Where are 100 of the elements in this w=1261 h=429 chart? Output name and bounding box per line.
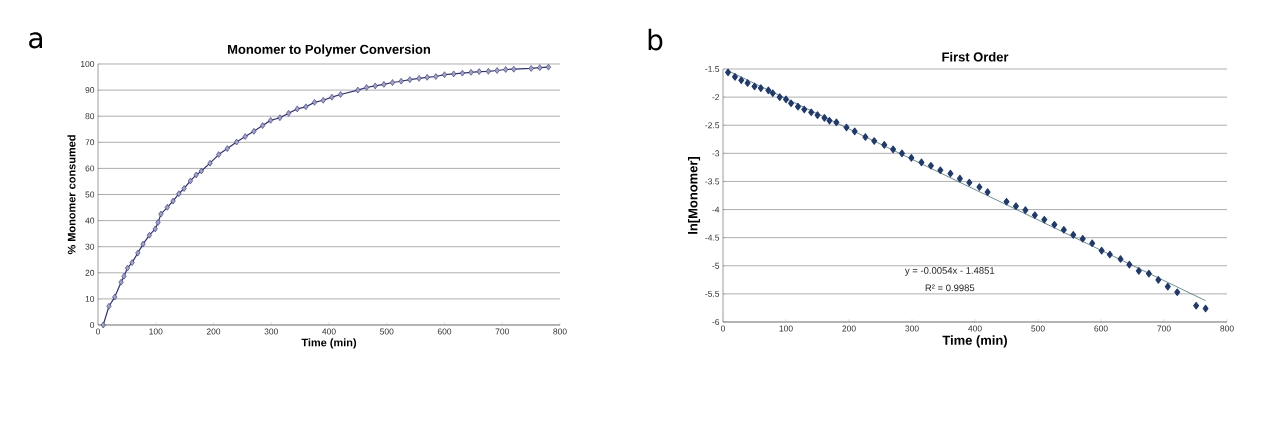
x-tick-label: 400	[322, 328, 336, 335]
point	[170, 197, 176, 205]
point	[1193, 301, 1200, 310]
point	[545, 63, 551, 71]
point	[851, 127, 858, 136]
point	[947, 169, 954, 178]
point	[843, 123, 850, 132]
y-tick-label: 30	[85, 243, 95, 250]
point	[381, 81, 387, 88]
point	[158, 210, 164, 218]
point	[1012, 202, 1019, 210]
point	[1126, 260, 1133, 269]
point	[1155, 276, 1162, 284]
point	[112, 293, 118, 301]
point	[927, 161, 934, 170]
point	[251, 128, 257, 135]
point	[776, 93, 783, 101]
point	[537, 64, 543, 71]
point	[956, 174, 963, 183]
y-tick-label: 10	[85, 295, 95, 302]
point	[738, 76, 745, 85]
point	[320, 96, 326, 104]
annotation: R² = 0.9985	[925, 284, 975, 292]
point	[424, 74, 430, 81]
point	[294, 105, 300, 113]
point	[890, 145, 897, 154]
point	[135, 249, 141, 257]
y-tick-label: -4.5	[705, 234, 720, 241]
y-tick-label: 80	[85, 113, 95, 120]
x-tick-label: 600	[1094, 325, 1108, 332]
point	[485, 68, 491, 75]
point	[937, 166, 944, 174]
point	[1174, 288, 1181, 296]
point	[1135, 267, 1142, 275]
y-tick-label: 100	[80, 61, 95, 67]
x-tick-label: 100	[779, 325, 793, 332]
point	[164, 204, 170, 211]
chart-title: Monomer to Polymer Conversion	[228, 44, 431, 57]
point	[1031, 211, 1038, 219]
point	[1041, 215, 1048, 224]
y-tick-label: -5	[712, 262, 720, 269]
point	[731, 73, 738, 81]
point	[242, 133, 248, 140]
point	[187, 177, 193, 185]
point	[372, 82, 378, 90]
point	[260, 122, 266, 129]
x-tick-label: 700	[495, 328, 509, 335]
text: b	[648, 28, 663, 51]
point	[268, 117, 274, 124]
point	[441, 71, 448, 78]
x-tick-label: 500	[380, 328, 394, 335]
point	[1070, 231, 1077, 239]
y-tick-label: 50	[85, 191, 95, 198]
point	[389, 79, 396, 86]
x-tick-label: 0	[95, 328, 101, 335]
point	[881, 141, 888, 149]
annotation: y = -0.0054x - 1.4851	[904, 267, 995, 276]
point	[129, 259, 135, 266]
x-tick-label: 700	[1157, 325, 1171, 332]
x-tick-label: 800	[1220, 325, 1234, 332]
point	[1051, 220, 1058, 229]
point	[198, 167, 204, 175]
point	[277, 114, 283, 122]
point	[757, 84, 764, 92]
y-axis-title: ln[Monomer]	[687, 157, 701, 234]
point	[338, 91, 344, 98]
y-tick-label: -1.5	[705, 66, 720, 72]
point	[984, 188, 991, 196]
x-axis-title: Time (min)	[942, 335, 1007, 348]
point	[118, 278, 124, 286]
point	[769, 89, 776, 97]
y-tick-label: 70	[85, 139, 95, 146]
point	[459, 69, 465, 77]
point	[494, 67, 500, 74]
point	[1098, 246, 1105, 255]
y-tick-label: -6	[712, 319, 720, 325]
point	[398, 77, 404, 85]
point	[146, 231, 152, 239]
point	[100, 321, 106, 329]
x-tick-label: 800	[553, 328, 567, 335]
point	[468, 69, 474, 76]
point	[407, 76, 413, 83]
point	[140, 240, 146, 248]
point	[329, 93, 335, 101]
point	[751, 82, 758, 91]
point	[106, 302, 112, 310]
x-tick-label: 600	[437, 328, 452, 335]
point	[503, 66, 509, 73]
point	[1145, 269, 1152, 278]
y-tick-label: -3	[712, 150, 720, 157]
point	[224, 145, 230, 152]
point	[303, 103, 309, 111]
y-tick-label: -5.5	[705, 290, 720, 297]
point	[216, 151, 222, 158]
point	[234, 138, 240, 146]
text: a	[29, 32, 43, 49]
chart-title: First Order	[942, 51, 1009, 62]
point	[286, 110, 292, 117]
point	[765, 86, 772, 95]
x-tick-label: 500	[1031, 325, 1045, 332]
